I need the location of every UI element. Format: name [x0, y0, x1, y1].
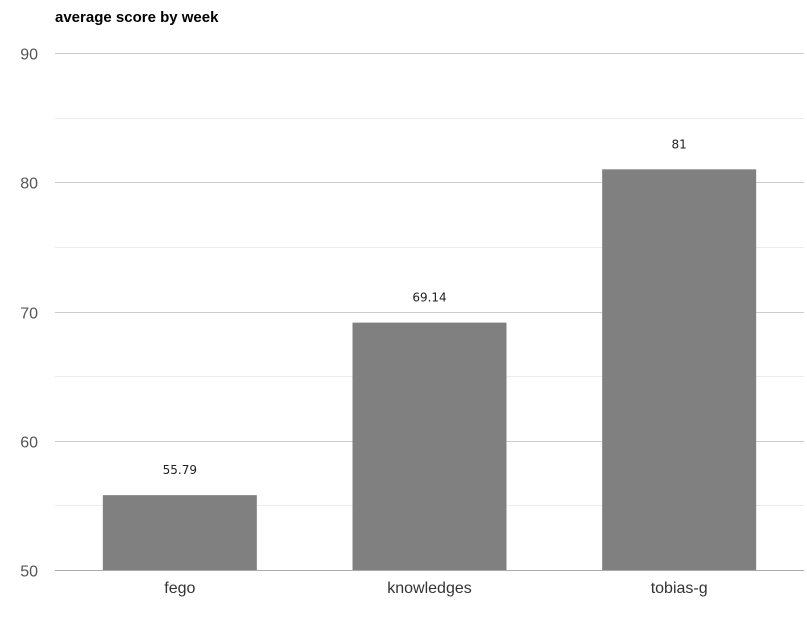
bar-knowledges	[352, 322, 507, 570]
bars	[102, 169, 757, 570]
data-label: 81	[672, 137, 687, 151]
chart-title: average score by week	[55, 9, 219, 26]
data-label: 55.79	[163, 463, 197, 477]
y-tick-label: 80	[20, 176, 38, 193]
y-axis-ticks: 50 60 70 80 90	[20, 47, 38, 581]
y-tick-label: 60	[20, 435, 38, 452]
y-tick-label: 50	[20, 564, 38, 581]
y-tick-label: 70	[20, 306, 38, 323]
x-tick-label: knowledges	[387, 580, 472, 597]
data-labels: 55.79 69.14 81	[163, 137, 687, 477]
x-tick-label: fego	[164, 580, 195, 597]
x-tick-label: tobias-g	[651, 580, 708, 597]
bar-tobias-g	[602, 169, 757, 570]
data-label: 69.14	[412, 291, 446, 305]
bar-fego	[102, 495, 257, 570]
x-axis-ticks: fego knowledges tobias-g	[164, 580, 707, 597]
y-tick-label: 90	[20, 47, 38, 64]
